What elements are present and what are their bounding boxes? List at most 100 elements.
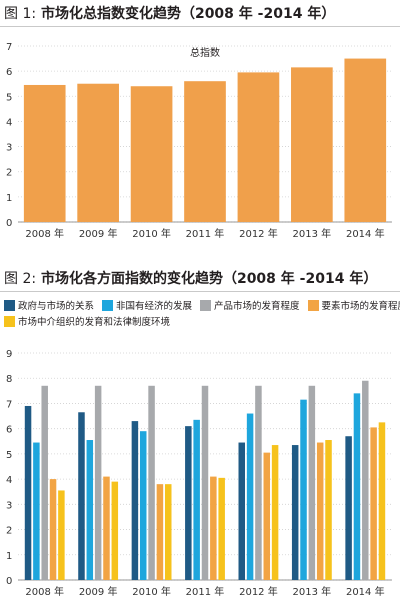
- bar: [103, 476, 110, 580]
- legend-label: 产品市场的发育程度: [214, 301, 300, 312]
- bar: [291, 67, 333, 222]
- bar: [291, 445, 299, 580]
- x-category-label: 2009 年: [79, 585, 118, 598]
- bar: [58, 490, 65, 580]
- y-tick-label: 2: [6, 168, 12, 179]
- bar: [86, 440, 94, 580]
- bar: [77, 83, 119, 222]
- x-category-label: 2010 年: [132, 227, 171, 240]
- legend-item: 政府与市场的关系: [4, 298, 94, 312]
- figure2-title: 图 2: 市场化各方面指数的变化趋势（2008 年 -2014 年）: [4, 268, 377, 288]
- legend-row: 市场中介组织的发育和法律制度环境: [4, 313, 396, 329]
- x-category-label: 2008 年: [25, 227, 64, 240]
- bar: [94, 385, 102, 580]
- legend-swatch: [200, 299, 212, 311]
- legend-item: 非国有经济的发展: [102, 298, 192, 312]
- bar: [148, 385, 155, 580]
- legend-label: 市场中介组织的发育和法律制度环境: [18, 317, 171, 328]
- bar: [139, 431, 147, 580]
- bar: [185, 426, 192, 580]
- figure1-divider: [0, 26, 400, 27]
- x-category-label: 2014 年: [346, 227, 385, 240]
- bar: [255, 385, 262, 580]
- x-category-label: 2013 年: [293, 585, 332, 598]
- y-tick-label: 4: [6, 475, 12, 486]
- legend-label: 要素市场的发育程度: [321, 301, 400, 312]
- chart1-total-index: 0 1 2 3 4 5 6 7 2008 年 2009 年 2010 年 2011 年 2012 年 20…: [6, 42, 392, 240]
- x-category-label: 2012 年: [239, 227, 278, 240]
- y-tick-label: 1: [6, 193, 12, 204]
- bar: [325, 440, 332, 580]
- bar: [246, 413, 254, 580]
- bar: [344, 58, 387, 223]
- bar: [370, 427, 377, 580]
- x-category-label: 2013 年: [293, 227, 332, 240]
- y-tick-label: 4: [6, 117, 12, 128]
- legend-label: 非国有经济的发展: [116, 301, 193, 312]
- bar: [378, 422, 386, 580]
- bar: [33, 442, 40, 580]
- figure2-divider: [0, 291, 400, 292]
- bar: [130, 86, 173, 222]
- figure2-title-text: 市场化各方面指数的变化趋势（2008 年 -2014 年）: [40, 271, 378, 287]
- bar: [156, 484, 164, 580]
- bar: [263, 452, 271, 580]
- y-tick-label: 3: [6, 500, 12, 511]
- y-tick-label: 0: [6, 576, 12, 587]
- bar: [237, 72, 280, 223]
- legend-label: 政府与市场的关系: [18, 301, 95, 312]
- bar: [308, 385, 316, 580]
- bar: [300, 399, 307, 580]
- y-tick-label: 5: [6, 450, 12, 461]
- y-tick-label: 2: [6, 526, 12, 537]
- x-category-label: 2014 年: [346, 585, 385, 598]
- figure1-title-text: 市场化总指数变化趋势（2008 年 -2014 年）: [40, 6, 336, 22]
- y-tick-label: 6: [6, 67, 12, 78]
- bar: [23, 84, 66, 222]
- y-tick-label: 9: [6, 349, 12, 360]
- legend-item: 市场中介组织的发育和法律制度环境: [4, 314, 170, 328]
- bar: [164, 484, 172, 580]
- y-tick-label: 6: [6, 425, 12, 436]
- bar: [210, 476, 217, 580]
- x-category-label: 2011 年: [186, 227, 225, 240]
- bar: [362, 380, 369, 580]
- bar: [353, 393, 361, 580]
- x-category-label: 2009 年: [79, 227, 118, 240]
- chart2-legend: 政府与市场的关系 非国有经济的发展 产品市场的发育程度 要素市场的发育程度市场中介组织…: [4, 297, 400, 329]
- bar: [41, 385, 48, 580]
- legend-swatch: [4, 299, 15, 311]
- y-tick-label: 7: [6, 42, 12, 53]
- x-category-label: 2011 年: [186, 585, 225, 598]
- bar: [238, 442, 246, 580]
- bar: [49, 479, 57, 580]
- bar: [201, 385, 209, 580]
- bar: [218, 477, 225, 580]
- figure1-title: 图 1: 市场化总指数变化趋势（2008 年 -2014 年）: [4, 3, 335, 23]
- x-category-label: 2008 年: [25, 585, 64, 598]
- y-tick-label: 3: [6, 143, 12, 154]
- y-tick-label: 0: [6, 218, 12, 229]
- figure1-label: 图 1:: [4, 6, 37, 22]
- legend-item: 要素市场的发育程度: [307, 298, 400, 312]
- bar: [345, 436, 352, 580]
- legend-swatch: [102, 299, 114, 311]
- bar: [271, 445, 279, 580]
- x-category-label: 2010 年: [132, 585, 171, 598]
- legend-swatch: [307, 299, 319, 311]
- bar: [111, 481, 119, 580]
- y-tick-label: 5: [6, 92, 12, 103]
- legend-item: 产品市场的发育程度: [200, 298, 300, 312]
- bar: [78, 412, 85, 580]
- y-tick-label: 8: [6, 374, 12, 385]
- chart-series-title: 总指数: [190, 46, 220, 59]
- x-category-label: 2012 年: [239, 585, 278, 598]
- legend-swatch: [4, 315, 15, 327]
- figure2-label: 图 2:: [4, 271, 37, 287]
- bar: [193, 419, 200, 580]
- bar: [24, 405, 32, 580]
- bar: [184, 81, 226, 222]
- y-tick-label: 1: [6, 551, 12, 562]
- y-tick-label: 7: [6, 399, 12, 410]
